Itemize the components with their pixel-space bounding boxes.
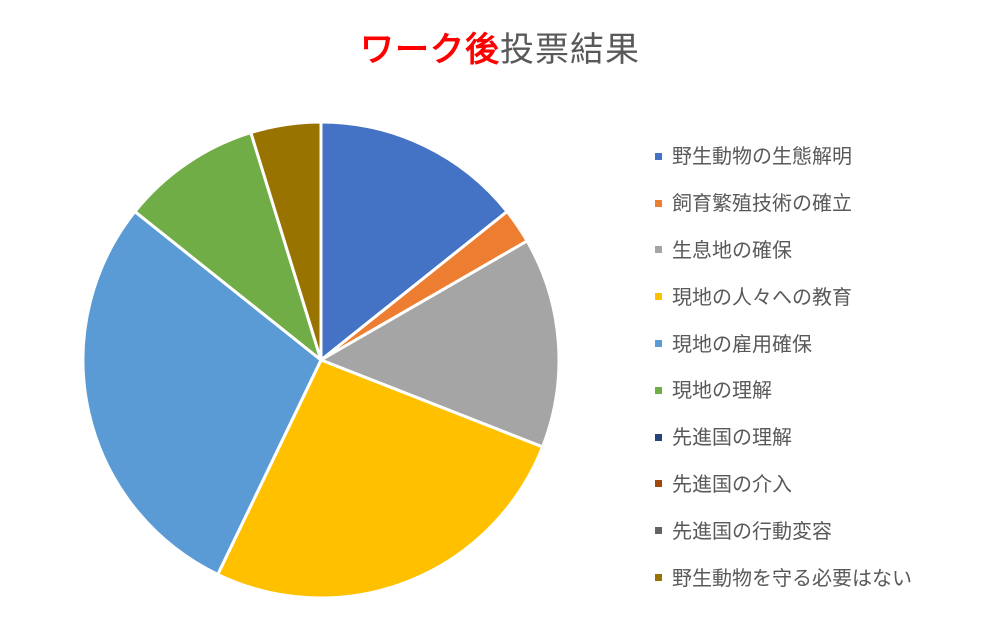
pie-slice bbox=[133, 131, 323, 362]
legend-label: 現地の雇用確保 bbox=[672, 331, 812, 356]
legend-item: 野生動物の生態解明 bbox=[655, 133, 912, 180]
legend-item: 飼育繁殖技術の確立 bbox=[655, 180, 912, 227]
legend-swatch-icon bbox=[655, 433, 662, 441]
legend-item: 現地の人々への教育 bbox=[655, 273, 912, 320]
legend-swatch-icon bbox=[655, 246, 662, 254]
legend-label: 野生動物を守る必要はない bbox=[672, 565, 912, 590]
legend-label: 先進国の理解 bbox=[672, 425, 792, 450]
legend-item: 生息地の確保 bbox=[655, 227, 912, 274]
pie-slice bbox=[81, 210, 323, 576]
legend-swatch-icon bbox=[655, 527, 662, 535]
legend-item: 現地の雇用確保 bbox=[655, 320, 912, 367]
pie-slice bbox=[319, 120, 509, 362]
legend-item: 現地の理解 bbox=[655, 367, 912, 414]
legend-item: 野生動物を守る必要はない bbox=[655, 554, 912, 601]
legend-item: 先進国の理解 bbox=[655, 414, 912, 461]
chart-legend: 野生動物の生態解明 飼育繁殖技術の確立 生息地の確保 現地の人々への教育 現地の… bbox=[655, 133, 912, 601]
legend-label: 生息地の確保 bbox=[672, 237, 792, 262]
chart-title-rest: 投票結果 bbox=[500, 30, 640, 70]
legend-label: 野生動物の生態解明 bbox=[672, 144, 852, 169]
legend-swatch-icon bbox=[655, 293, 662, 301]
legend-swatch-icon bbox=[655, 386, 662, 394]
pie-slice bbox=[249, 120, 323, 362]
legend-item: 先進国の行動変容 bbox=[655, 507, 912, 554]
pie-slice bbox=[319, 239, 561, 449]
chart-title-highlight: ワーク後 bbox=[360, 30, 500, 70]
pie-slices bbox=[81, 120, 561, 600]
legend-label: 先進国の介入 bbox=[672, 471, 792, 496]
pie-slice bbox=[216, 358, 545, 600]
chart-title: ワーク後投票結果 bbox=[0, 28, 1000, 72]
legend-label: 現地の人々への教育 bbox=[672, 284, 852, 309]
legend-swatch-icon bbox=[655, 152, 662, 160]
legend-swatch-icon bbox=[655, 199, 662, 207]
legend-item: 先進国の介入 bbox=[655, 461, 912, 508]
legend-swatch-icon bbox=[655, 480, 662, 488]
legend-label: 現地の理解 bbox=[672, 378, 772, 403]
legend-label: 飼育繁殖技術の確立 bbox=[672, 191, 852, 216]
legend-swatch-icon bbox=[655, 340, 662, 348]
legend-label: 先進国の行動変容 bbox=[672, 518, 832, 543]
legend-swatch-icon bbox=[655, 574, 662, 582]
